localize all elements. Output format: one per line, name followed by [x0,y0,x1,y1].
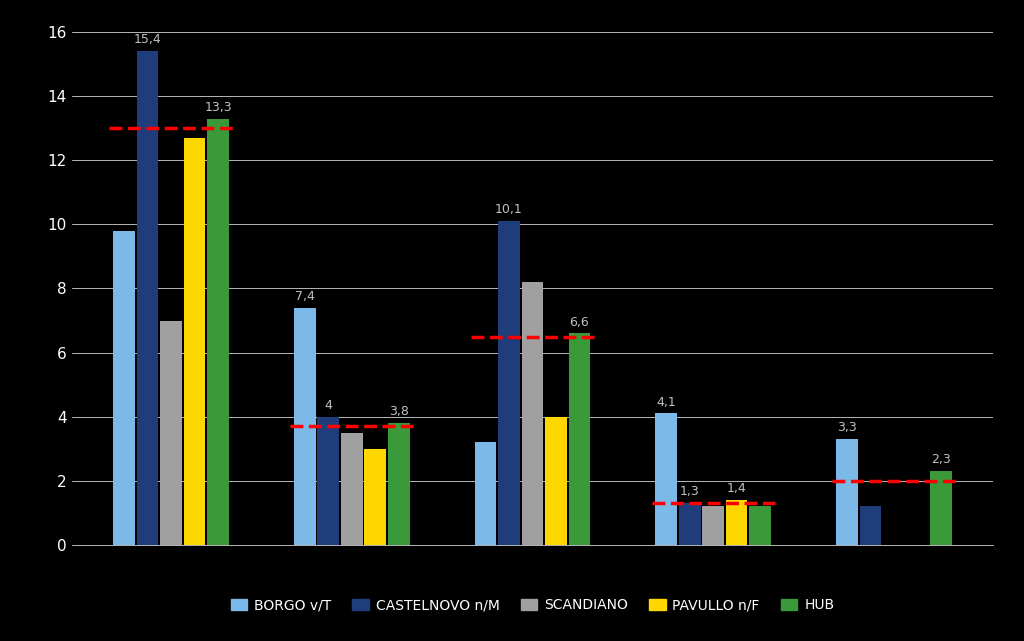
Text: 15,4: 15,4 [134,33,162,46]
Bar [499,221,520,545]
Bar [930,471,951,545]
Text: 13,3: 13,3 [204,101,231,114]
Text: 1,4: 1,4 [727,482,746,495]
Bar [545,417,566,545]
Bar [114,231,135,545]
Bar [161,320,182,545]
Bar [317,417,339,545]
Bar [750,506,771,545]
Bar [294,308,315,545]
Bar [475,442,497,545]
Bar [521,282,544,545]
Bar [837,439,858,545]
Text: 4: 4 [325,399,332,412]
Bar [137,51,159,545]
Bar [183,138,206,545]
Bar [568,333,590,545]
Bar [726,500,748,545]
Bar [679,503,700,545]
Legend: BORGO v/T, CASTELNOVO n/M, SCANDIANO, PAVULLO n/F, HUB: BORGO v/T, CASTELNOVO n/M, SCANDIANO, PA… [225,593,840,618]
Bar [207,119,228,545]
Text: 1,3: 1,3 [680,485,699,499]
Bar [655,413,677,545]
Bar [388,423,410,545]
Bar [365,449,386,545]
Text: 6,6: 6,6 [569,315,590,328]
Text: 7,4: 7,4 [295,290,314,303]
Text: 3,3: 3,3 [837,421,857,435]
Text: 4,1: 4,1 [656,395,676,409]
Text: 3,8: 3,8 [389,405,409,418]
Text: 10,1: 10,1 [496,203,523,216]
Text: 2,3: 2,3 [931,453,950,467]
Bar [341,433,362,545]
Bar [859,506,882,545]
Bar [702,506,724,545]
